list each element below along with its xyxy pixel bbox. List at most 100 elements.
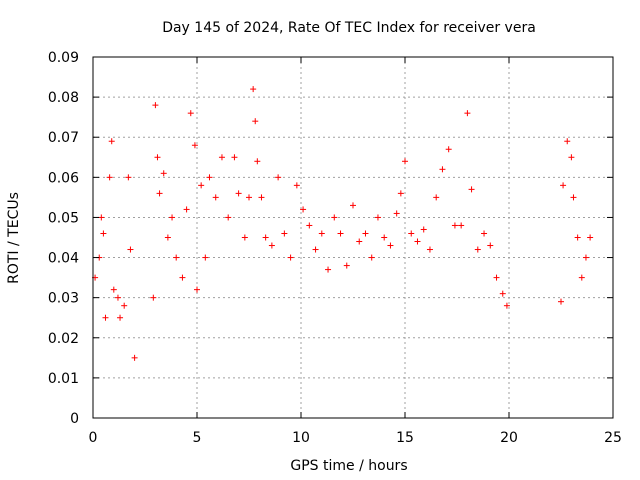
y-tick-labels: 0 0.01 0.02 0.03 0.04 0.05 0.06 0.07 0.08 0.09 (48, 50, 79, 427)
data-point (439, 166, 446, 173)
data-point (179, 274, 186, 281)
data-point (381, 234, 388, 241)
grid-lines (93, 57, 613, 418)
scatter-points (92, 86, 594, 361)
y-tick-label: 0.06 (48, 170, 79, 186)
data-point (156, 190, 163, 197)
data-point (191, 142, 198, 149)
data-point (281, 230, 288, 237)
data-point (325, 266, 332, 273)
data-point (102, 314, 109, 321)
data-point (241, 234, 248, 241)
axis-ticks (92, 56, 614, 419)
data-point (108, 138, 115, 145)
data-point (131, 354, 138, 361)
y-tick-label: 0.01 (48, 371, 79, 387)
x-tick-label: 15 (396, 430, 414, 446)
data-point (387, 242, 394, 249)
data-point (503, 302, 510, 309)
data-point (397, 190, 404, 197)
data-point (183, 206, 190, 213)
data-point (262, 234, 269, 241)
data-point (426, 246, 433, 253)
data-point (100, 230, 107, 237)
y-tick-label: 0 (70, 411, 79, 427)
y-tick-label: 0.03 (48, 291, 79, 307)
data-point (433, 194, 440, 201)
data-point (445, 146, 452, 153)
y-tick-label: 0.09 (48, 50, 79, 66)
data-point (187, 110, 194, 117)
data-point (568, 154, 575, 161)
data-point (164, 234, 171, 241)
data-point (306, 222, 313, 229)
data-point (194, 286, 200, 293)
plot-frame (92, 56, 614, 419)
y-tick-label: 0.07 (48, 130, 79, 146)
data-point (150, 294, 157, 301)
data-point (414, 238, 421, 245)
y-tick-label: 0.02 (48, 331, 79, 347)
x-tick-label: 0 (89, 430, 98, 446)
x-tick-label: 25 (604, 430, 622, 446)
data-point (343, 262, 350, 269)
y-tick-label: 0.05 (48, 210, 79, 226)
data-point (408, 230, 415, 237)
data-point (231, 154, 238, 161)
data-point (235, 190, 242, 197)
data-point (106, 174, 113, 181)
data-point (356, 238, 363, 245)
data-point (560, 182, 567, 189)
data-point (558, 298, 564, 305)
data-point (587, 234, 594, 241)
data-point (578, 274, 585, 281)
x-tick-label: 20 (500, 430, 518, 446)
data-point (154, 154, 161, 161)
data-point (98, 214, 105, 221)
data-point (499, 290, 506, 297)
data-point (293, 182, 300, 189)
data-point (110, 286, 117, 293)
x-tick-label: 10 (292, 430, 310, 446)
data-point (574, 234, 581, 241)
x-tick-label: 5 (193, 430, 202, 446)
data-point (331, 214, 338, 221)
y-axis-label: ROTI / TECUs (6, 192, 22, 284)
data-point (468, 186, 475, 193)
data-point (121, 302, 128, 309)
data-point (202, 254, 209, 261)
data-point (362, 230, 369, 237)
data-point (368, 254, 375, 261)
data-point (420, 226, 427, 233)
data-point (570, 194, 577, 201)
data-point (198, 182, 205, 189)
data-point (312, 246, 319, 253)
y-tick-label: 0.04 (48, 251, 79, 267)
data-point (464, 110, 471, 117)
data-point (275, 174, 282, 181)
data-point (258, 194, 265, 201)
data-point (374, 214, 381, 221)
data-point (458, 222, 465, 229)
x-axis-label: GPS time / hours (290, 458, 407, 474)
data-point (564, 138, 571, 145)
data-point (451, 222, 458, 229)
data-point (127, 246, 134, 253)
data-point (152, 102, 159, 109)
data-point (268, 242, 275, 249)
data-point (160, 170, 167, 177)
data-point (582, 254, 589, 261)
data-point (393, 210, 400, 217)
y-tick-label: 0.08 (48, 90, 79, 106)
data-point (125, 174, 132, 181)
data-point (318, 230, 325, 237)
data-point (117, 314, 124, 321)
chart-title: Day 145 of 2024, Rate Of TEC Index for r… (162, 20, 536, 36)
data-point (246, 194, 252, 201)
x-tick-labels: 0 5 10 15 20 25 (89, 430, 622, 446)
data-point (114, 294, 121, 301)
data-point (225, 214, 232, 221)
data-point (481, 230, 488, 237)
data-point (212, 194, 219, 201)
